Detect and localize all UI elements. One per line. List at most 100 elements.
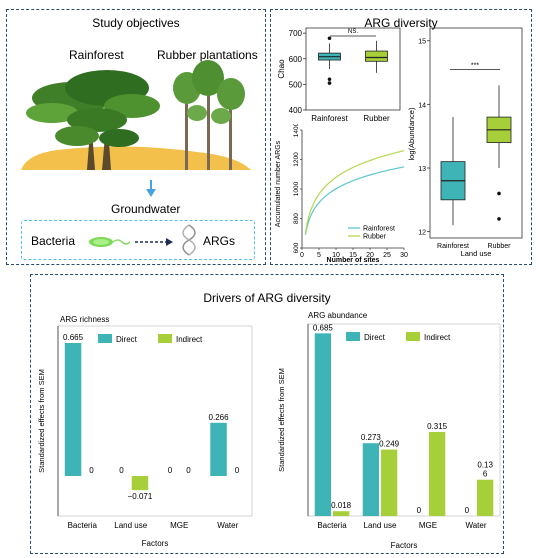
bar-value-label: 0 [465,506,470,515]
accumulation-curve-chart: 600 800 1000 1200 1400 0 5 10 15 20 25 30 Accumulate… [275,124,408,264]
x-tick-label: 0 [300,252,304,259]
accumulation-series-line [304,150,405,234]
bar-value-label: 0 [186,466,191,475]
y-tick-label: 600 [289,55,303,64]
study-objectives-title: Study objectives [92,16,180,30]
bar-value-label: 0.018 [331,501,352,510]
box-outlier [497,191,501,196]
landscape-illustration [21,60,251,170]
legend-label: Indirect [176,335,203,344]
rainforest-trees-icon [26,70,160,170]
arg-richness-chart: ARG richness Standardized effects from SE… [37,315,253,548]
y-axis-label: Chao [277,59,286,79]
bacteria-icon [89,237,131,247]
legend-label: Indirect [424,333,451,342]
x-tick-label: 15 [349,252,357,259]
accumulation-series-line [304,166,405,235]
bar-value-label: 0.273 [361,433,382,442]
y-tick-label: 800 [293,213,300,224]
rubber-trees-icon [173,60,245,170]
bar [64,343,82,476]
x-axis-label: Land use [461,249,492,258]
chart-title: ARG richness [60,315,109,324]
groundwater-box [21,220,255,260]
args-label: ARGs [203,234,236,248]
x-tick-label: Rubber [363,114,390,123]
legend-label: Rainforest [363,226,395,233]
x-tick-label: Rainforest [437,243,469,250]
y-tick-label: 14 [418,102,426,109]
bar-value-label: 0 [168,466,173,475]
y-tick-label: 13 [418,166,426,173]
down-arrow-icon [146,180,156,197]
bar-value-label: 0.685 [313,323,334,332]
x-tick-label: Land use [364,521,397,530]
dashed-arrow-icon [135,238,173,246]
chao-boxplot: 700 600 500 400 Rainforest Rubber Chao NS. [277,27,401,123]
bar-value-label: −0.071 [128,492,153,501]
box-outlier [327,36,332,41]
bar [428,432,446,516]
legend-label: Direct [116,335,138,344]
bar-value-label: 0 [417,506,422,515]
significance-label: NS. [348,29,358,35]
y-tick-label: 700 [289,29,303,38]
y-tick-label: 1400 [293,124,300,137]
bar-value-label: 6 [483,470,488,479]
x-tick-label: Water [465,521,486,530]
arg-diversity-title: ARG diversity [364,16,438,30]
y-tick-label: 600 [293,242,300,253]
x-axis-label: Factors [142,539,169,548]
bar-value-label: 0.13 [477,461,493,470]
bar [314,333,332,516]
bar-value-label: 0 [235,466,240,475]
y-axis-label: log(Abundance) [407,107,416,160]
y-tick-label: 12 [418,230,426,237]
bar [332,511,350,516]
bar [476,479,494,516]
x-tick-label: 20 [366,252,374,259]
rubber-label: Rubber plantations [157,48,258,62]
bar [380,449,398,516]
x-tick-label: Rainforest [311,114,348,123]
bar-value-label: 0.249 [379,440,400,449]
x-tick-label: Bacteria [68,521,98,530]
y-axis-label: Standardized effects from SEM [37,369,46,473]
x-tick-label: 5 [317,252,321,259]
bar-value-label: 0 [89,466,94,475]
y-tick-label: 1200 [293,152,300,167]
bar [362,443,380,516]
plot-frame [307,323,501,517]
x-tick-label: Land use [114,521,147,530]
significance-label: *** [471,62,479,69]
legend-swatch [406,332,420,341]
box-body [365,50,388,62]
bar-value-label: 0.665 [63,333,84,342]
legend-label: Rubber [363,234,387,241]
legend-swatch [158,334,172,343]
x-tick-label: Bacteria [317,521,347,530]
arg-abundance-chart: ARG abundance Standardized effects from S… [277,311,501,550]
x-tick-label: 10 [332,252,340,259]
bar-value-label: 0.266 [209,413,230,422]
groundwater-label: Groundwater [111,202,181,216]
y-axis-label: Standardized effects from SEM [277,368,286,472]
x-tick-label: MGE [419,521,437,530]
arg-diversity-panel: ARG diversity [270,9,532,265]
chart-title: ARG abundance [308,311,368,320]
drivers-title: Drivers of ARG diversity [203,291,331,305]
y-tick-label: 15 [418,39,426,46]
x-tick-label: 30 [400,252,408,259]
y-tick-label: 1000 [293,181,300,196]
legend-swatch [346,332,360,341]
box-outlier [327,81,332,85]
rainforest-label: Rainforest [69,48,124,62]
study-objectives-panel: Study objectives Rainforest Rubber plant… [6,9,266,265]
bar-value-label: 0.315 [427,422,448,431]
plot-frame [305,27,401,111]
bar-value-label: 0 [119,466,124,475]
drivers-panel: Drivers of ARG diversity [30,274,504,554]
dna-icon [182,224,196,256]
legend-label: Direct [364,333,386,342]
abundance-boxplot: 15 14 13 12 Rainforest Rubber log(Abundance) La… [407,27,523,258]
